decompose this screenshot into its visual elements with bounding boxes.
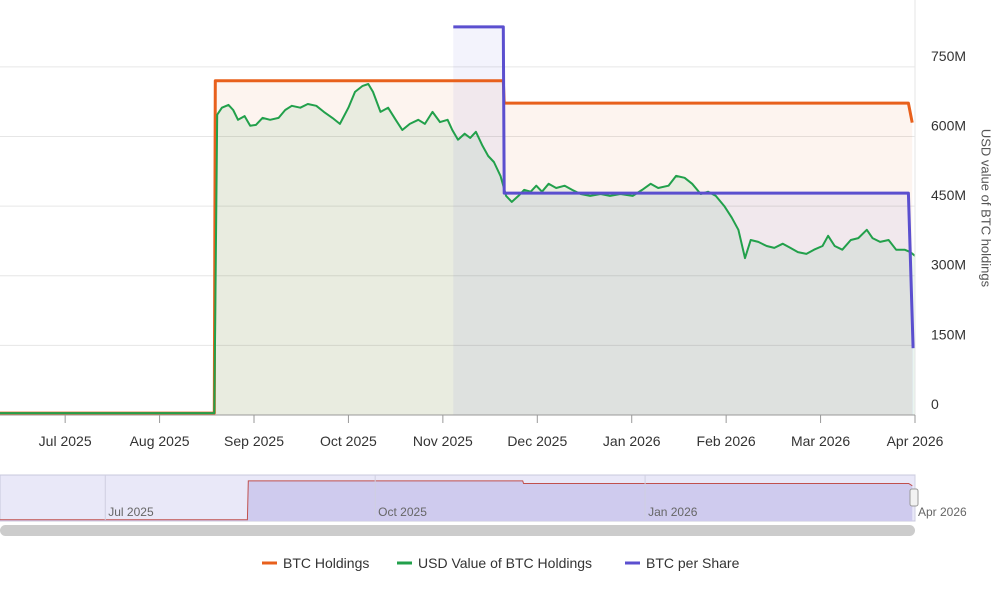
series-area [0, 84, 915, 415]
y-tick-label: 150M [931, 326, 966, 342]
y-tick-label: 750M [931, 48, 966, 64]
y-axis-title: USD value of BTC holdings [979, 129, 994, 288]
x-tick-label: Dec 2025 [507, 433, 567, 449]
legend-label: BTC Holdings [283, 555, 369, 571]
navigator-handle[interactable] [909, 488, 919, 507]
y-tick-label: 300M [931, 257, 966, 273]
grid [0, 66, 915, 346]
navigator-tick-label: Jan 2026 [648, 505, 698, 519]
x-tick-label: Sep 2025 [224, 433, 284, 449]
y-tick-label: 0 [931, 396, 939, 412]
navigator-area [0, 480, 913, 521]
x-tick-label: Oct 2025 [320, 433, 377, 449]
x-tick-label: Aug 2025 [130, 433, 190, 449]
axes: 0 150M 300M 450M 600M 750M Jul 2025 Aug 2025 Sep… [0, 0, 966, 449]
y-tick-label: 450M [931, 187, 966, 203]
legend-label: USD Value of BTC Holdings [418, 555, 592, 571]
series-area [0, 80, 913, 415]
legend-item[interactable]: USD Value of BTC Holdings [397, 555, 592, 571]
plot-area [0, 25, 915, 415]
legend-item[interactable]: BTC Holdings [262, 555, 369, 571]
x-tick-label: Nov 2025 [413, 433, 473, 449]
navigator-tick-label: Oct 2025 [378, 505, 427, 519]
x-tick-label: Jan 2026 [603, 433, 661, 449]
x-tick-label: Mar 2026 [791, 433, 850, 449]
navigator [0, 480, 913, 521]
navigator-axis: Jul 2025 Oct 2025 Jan 2026 Apr 2026 [104, 475, 967, 520]
legend-item[interactable]: BTC per Share [625, 555, 740, 571]
navigator-tick-label: Apr 2026 [918, 505, 967, 519]
series-area [453, 26, 914, 415]
legend: BTC Holdings USD Value of BTC Holdings BTC… [262, 555, 740, 571]
navigator-tick-label: Jul 2025 [108, 505, 154, 519]
scrollbar[interactable] [0, 525, 915, 536]
legend-label: BTC per Share [646, 555, 740, 571]
y-tick-label: 600M [931, 117, 966, 133]
x-tick-label: Feb 2026 [697, 433, 756, 449]
series-line [453, 25, 915, 349]
x-tick-label: Jul 2025 [39, 433, 92, 449]
navigator-line [0, 480, 913, 521]
x-tick-label: Apr 2026 [887, 433, 944, 449]
